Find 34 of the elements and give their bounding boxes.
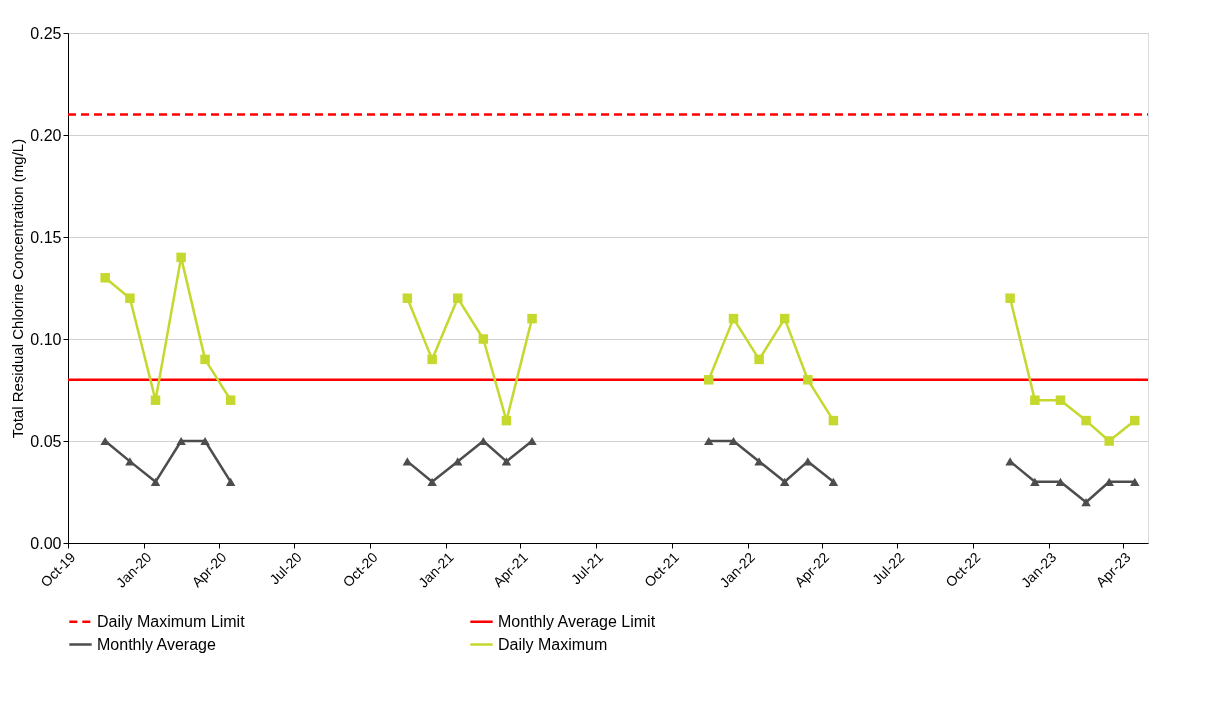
point [200, 354, 210, 365]
legend-label: Daily Maximum Limit [97, 612, 246, 630]
legend-label: Daily Maximum [498, 635, 608, 653]
point [1130, 477, 1140, 486]
point [176, 436, 186, 446]
point [100, 273, 110, 283]
y-tick-label: 0.00 [30, 534, 62, 552]
y-tick-label: 0.20 [30, 126, 62, 144]
point [1055, 395, 1066, 405]
y-tick-label: 0.10 [30, 330, 62, 348]
point [1104, 436, 1114, 446]
point [150, 477, 161, 486]
point [1081, 415, 1091, 426]
point [1030, 395, 1040, 405]
point [125, 457, 135, 466]
point [1005, 457, 1015, 466]
y-tick-label: 0.25 [30, 24, 62, 42]
point [225, 477, 236, 486]
point [1130, 415, 1140, 426]
y-tick-label: 0.05 [30, 432, 62, 450]
point [1030, 477, 1040, 486]
legend-label: Monthly Average [97, 635, 216, 653]
point [150, 395, 161, 405]
legend-label: Monthly Average Limit [498, 612, 656, 630]
point [125, 293, 135, 303]
point [225, 395, 236, 405]
y-axis-title: Total Residual Chlorine Concentration (mg/L) [9, 138, 27, 439]
point [100, 436, 110, 446]
point [1005, 293, 1015, 303]
point [1081, 498, 1091, 507]
point [176, 252, 186, 263]
y-tick-label: 0.15 [30, 228, 62, 246]
point [200, 436, 210, 446]
point [1104, 477, 1114, 486]
